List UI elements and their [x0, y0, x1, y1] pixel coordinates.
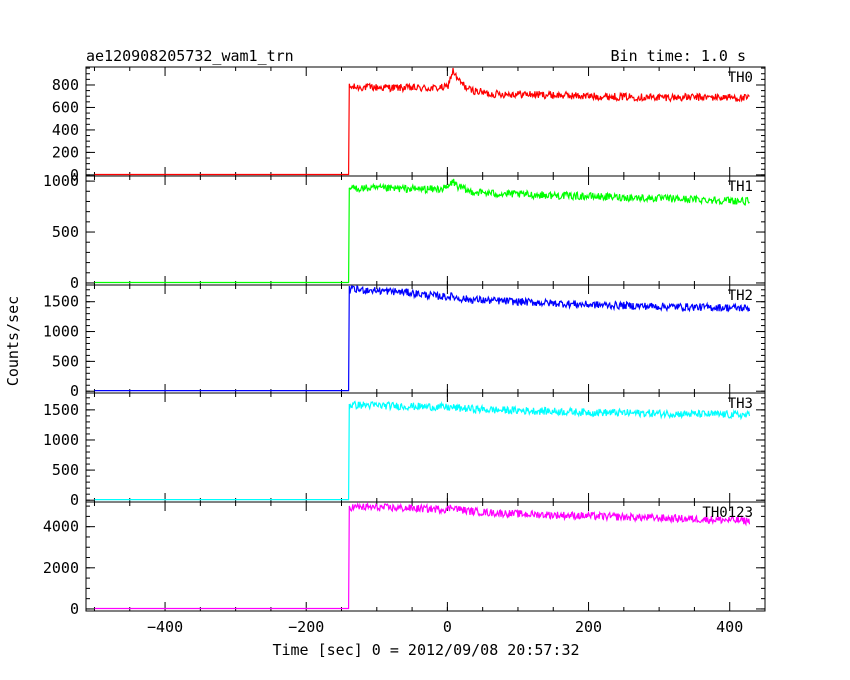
y-tick-label: 2000: [43, 559, 79, 577]
series-line-th1: [94, 178, 750, 284]
x-tick-label: 200: [575, 618, 602, 636]
panel-label: TH0123: [702, 505, 753, 521]
panel-th0: 0 200 400 600 800 TH0: [52, 66, 766, 184]
panel-label: TH0: [728, 70, 753, 86]
panel-th3: 0 500 1000 1500 TH3: [43, 392, 766, 509]
panel-frame: [85, 284, 766, 394]
y-tick-label: 1000: [43, 431, 79, 449]
y-tick-label: 1000: [43, 172, 79, 190]
series-line-th0: [94, 67, 750, 176]
y-tick-label: 0: [70, 491, 79, 509]
y-tick-label: 0: [70, 274, 79, 292]
x-tick-label: 0: [443, 618, 452, 636]
panel-label: TH3: [728, 396, 753, 412]
y-tick-label: 1500: [43, 401, 79, 419]
y-tick-label: 500: [52, 461, 79, 479]
y-tick-label: 0: [70, 382, 79, 400]
panel-label: TH2: [728, 288, 753, 304]
panel-th0123: 0 2000 4000 TH0123: [43, 501, 766, 618]
x-tick-label: 400: [716, 618, 743, 636]
panel-th1: 0 500 1000 TH1: [43, 172, 766, 292]
panel-stack: 0 200 400 600 800 TH0 0 500 1000 TH1 0 500 1000 1500 T…: [43, 66, 766, 636]
series-line-th3: [94, 400, 751, 501]
y-tick-label: 1000: [43, 323, 79, 341]
y-tick-label: 0: [70, 600, 79, 618]
panel-frame: [85, 66, 766, 177]
y-tick-label: 500: [52, 352, 79, 370]
bin-time-label: Bin time: 1.0 s: [611, 47, 746, 65]
y-tick-label: 600: [52, 98, 79, 116]
y-tick-label: 400: [52, 121, 79, 139]
x-axis-title: Time [sec] 0 = 2012/09/08 20:57:32: [272, 641, 579, 659]
y-tick-label: 4000: [43, 518, 79, 536]
series-line-th0123: [94, 501, 751, 610]
y-tick-label: 0: [70, 166, 79, 184]
panel-frame: [85, 501, 766, 612]
panel-th2: 0 500 1000 1500 TH2: [43, 284, 766, 400]
series-line-th2: [94, 284, 751, 392]
panel-label: TH1: [728, 179, 753, 195]
chart-title: ae120908205732_wam1_trn: [86, 47, 294, 65]
y-tick-label: 1500: [43, 293, 79, 311]
x-tick-label: −400: [147, 618, 183, 636]
panel-frame: [85, 392, 766, 503]
y-tick-label: 200: [52, 143, 79, 161]
y-tick-label: 500: [52, 223, 79, 241]
x-tick-label: −200: [288, 618, 324, 636]
y-axis-title: Counts/sec: [4, 296, 22, 386]
y-tick-label: 800: [52, 76, 79, 94]
